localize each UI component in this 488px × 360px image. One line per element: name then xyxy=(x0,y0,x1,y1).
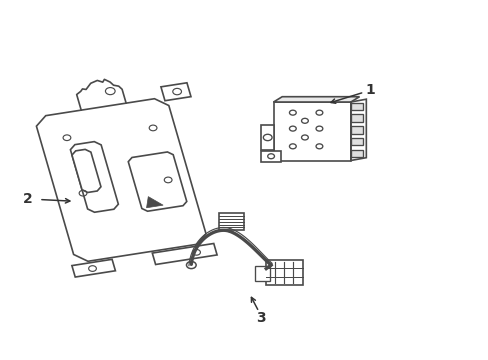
Polygon shape xyxy=(265,260,302,284)
Polygon shape xyxy=(273,97,359,102)
Polygon shape xyxy=(261,125,273,150)
Polygon shape xyxy=(152,243,217,265)
Polygon shape xyxy=(255,266,269,281)
Polygon shape xyxy=(350,126,362,134)
Polygon shape xyxy=(36,99,205,261)
Polygon shape xyxy=(219,213,243,230)
Polygon shape xyxy=(72,259,115,277)
Polygon shape xyxy=(72,149,101,193)
Polygon shape xyxy=(350,138,362,145)
Text: 3: 3 xyxy=(256,311,265,324)
Polygon shape xyxy=(70,141,118,212)
Polygon shape xyxy=(128,152,186,211)
Polygon shape xyxy=(261,150,280,162)
Polygon shape xyxy=(273,102,350,161)
Text: 1: 1 xyxy=(365,82,374,96)
Polygon shape xyxy=(350,114,362,122)
Polygon shape xyxy=(350,149,362,157)
Text: 2: 2 xyxy=(23,193,33,207)
Polygon shape xyxy=(350,103,362,110)
Polygon shape xyxy=(161,83,191,101)
Polygon shape xyxy=(146,197,163,208)
